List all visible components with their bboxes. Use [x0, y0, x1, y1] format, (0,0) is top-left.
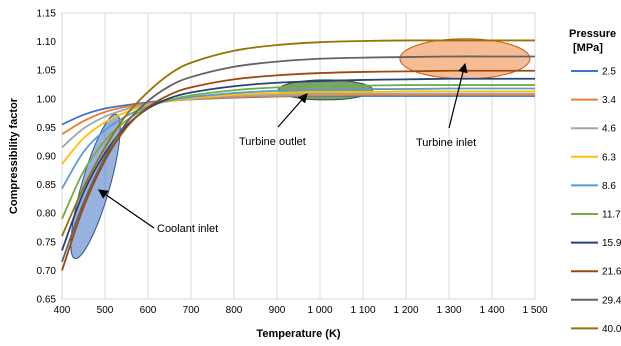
- x-tick-label: 1 400: [479, 305, 504, 316]
- y-axis-title: Compressibility factor: [8, 97, 20, 214]
- x-tick-label: 500: [97, 305, 114, 316]
- annotation-arrows: [98, 62, 468, 229]
- series-line-3-4: [61, 93, 535, 136]
- series-line-29-4: [61, 55, 535, 263]
- annotation-label: Turbine outlet: [239, 136, 306, 148]
- plot-area-border: [61, 12, 536, 300]
- legend-label: 2.5: [602, 67, 616, 78]
- annotation-labels: Coolant inlet Turbine outlet Turbine inlet: [157, 136, 476, 235]
- y-tick-label: 0.75: [37, 237, 57, 248]
- x-tick-label: 1 000: [307, 305, 332, 316]
- legend-label: 29.4: [602, 295, 621, 306]
- legend-label: 4.6: [602, 124, 616, 135]
- x-tick-label: 1 100: [350, 305, 375, 316]
- x-tick-label: 700: [183, 305, 200, 316]
- legend-label: 6.3: [602, 152, 616, 163]
- y-tick-label: 0.95: [37, 123, 57, 134]
- y-tick-label: 1.10: [37, 37, 57, 48]
- annotation-label: Turbine inlet: [416, 137, 476, 149]
- x-tick-label: 1 300: [436, 305, 461, 316]
- series-line-4-6: [61, 92, 535, 149]
- legend-label: 15.9: [602, 238, 621, 249]
- coolant-inlet-arrow: [98, 189, 155, 229]
- highlight-ellipses: [70, 38, 531, 260]
- y-axis-ticks: 0.65 0.70 0.75 0.80 0.85 0.90 0.95 1.00 1.05 1.10…: [37, 9, 57, 306]
- turbine-outlet-arrow: [277, 93, 308, 128]
- x-tick-label: 800: [226, 305, 243, 316]
- x-axis-title: Temperature (K): [256, 328, 340, 340]
- turbine-inlet-ellipse: [399, 38, 531, 80]
- legend-label: 21.6: [602, 267, 621, 278]
- y-tick-label: 0.65: [37, 295, 57, 306]
- annotation-label: Coolant inlet: [157, 223, 218, 235]
- legend-label: 40.0: [602, 324, 621, 335]
- y-tick-label: 1.05: [37, 66, 57, 77]
- turbine-inlet-arrow: [448, 62, 468, 129]
- legend: Pressure [MPa] 2.5 3.4 4.6 6.3 8.6 11.7 15.9 21.6…: [569, 28, 621, 335]
- series-line-40-0: [61, 39, 535, 237]
- legend-label: 3.4: [602, 95, 616, 106]
- series-line-8-6: [61, 87, 535, 190]
- x-tick-label: 900: [269, 305, 286, 316]
- x-axis-ticks: 400 500 600 700 800 900 1 000 1 100 1 200 1 300 1 …: [54, 305, 548, 316]
- x-tick-label: 600: [140, 305, 157, 316]
- legend-label: 8.6: [602, 181, 616, 192]
- x-tick-label: 1 200: [393, 305, 418, 316]
- y-tick-label: 1.00: [37, 94, 57, 105]
- y-tick-label: 0.80: [37, 209, 57, 220]
- series-line-6-3: [61, 90, 535, 165]
- y-tick-label: 1.15: [37, 9, 57, 20]
- series-line-21-6: [61, 69, 535, 271]
- y-tick-label: 0.70: [37, 266, 57, 277]
- legend-label: 11.7: [602, 210, 621, 221]
- series-line-11-7: [61, 84, 535, 220]
- x-tick-label: 1 500: [522, 305, 547, 316]
- legend-unit: [MPa]: [573, 42, 603, 54]
- data-series: [61, 39, 535, 271]
- series-line-15-9: [61, 77, 535, 251]
- x-tick-label: 400: [54, 305, 71, 316]
- y-tick-label: 0.90: [37, 152, 57, 163]
- axis-titles: Temperature (K) Compressibility factor: [8, 97, 341, 340]
- y-tick-label: 0.85: [37, 180, 57, 191]
- legend-title: Pressure: [569, 28, 616, 40]
